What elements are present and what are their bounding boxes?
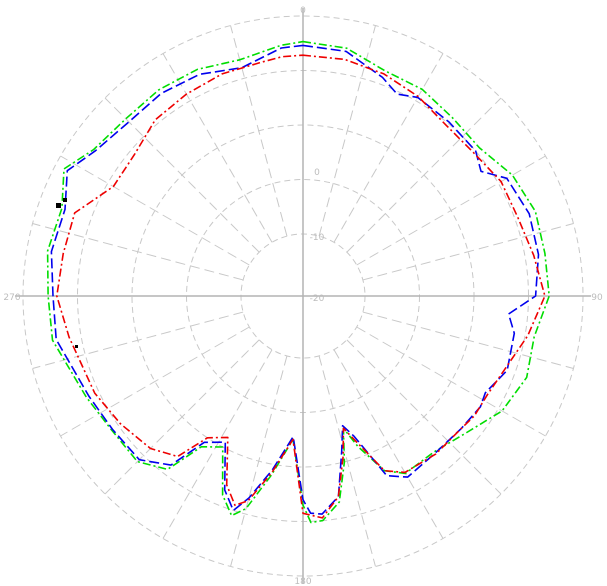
angle-label-270: 270	[3, 293, 20, 303]
grid-spoke-285	[32, 223, 244, 281]
grid-spoke-210	[162, 349, 273, 539]
grid-spoke-30	[333, 53, 444, 243]
marker-black-2	[63, 198, 67, 202]
marker-black-1	[56, 203, 61, 208]
grid-spoke-330	[162, 53, 273, 243]
grid-spoke-345	[230, 25, 288, 237]
radial-label-minus10: -10	[310, 233, 325, 243]
series-line-0	[46, 40, 550, 524]
angle-label-90: 90	[591, 293, 603, 303]
grid-spoke-75	[362, 223, 574, 281]
grid-spoke-45	[346, 97, 502, 253]
markers	[56, 198, 78, 348]
series-line-1	[50, 44, 540, 515]
series-line-2	[56, 54, 546, 519]
grid-spoke-240	[60, 326, 250, 437]
grid-spoke-165	[318, 355, 376, 567]
grid-spoke-150	[333, 349, 444, 539]
polar-grid	[15, 8, 591, 584]
tick-labels: 0 90 180 270 -20 -10 0	[3, 6, 603, 586]
radial-label-minus20: -20	[310, 294, 325, 304]
grid-spoke-315	[104, 97, 260, 253]
grid-spoke-225	[104, 339, 260, 495]
angle-label-180: 180	[294, 577, 311, 586]
grid-spoke-15	[318, 25, 376, 237]
series-lines	[46, 40, 550, 524]
grid-spoke-300	[60, 155, 250, 266]
grid-spoke-120	[356, 326, 546, 437]
grid-spoke-60	[356, 155, 546, 266]
grid-spoke-135	[346, 339, 502, 495]
marker-black-3	[75, 345, 78, 348]
angle-label-0: 0	[300, 6, 306, 16]
grid-spoke-105	[362, 311, 574, 369]
radial-label-0: 0	[314, 168, 320, 178]
grid-spoke-195	[230, 355, 288, 567]
